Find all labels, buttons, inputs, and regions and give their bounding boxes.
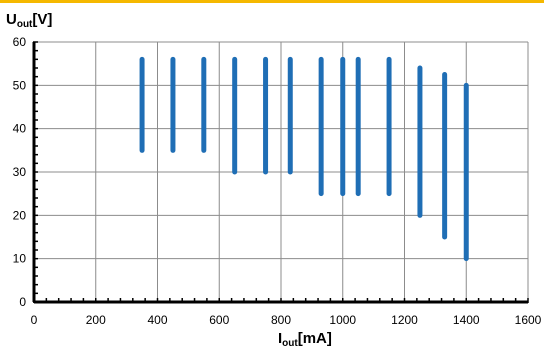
y-tick-label: 10 (13, 252, 27, 266)
x-tick-label: 400 (147, 313, 167, 327)
y-tick-label: 40 (13, 122, 27, 136)
x-tick-label: 1400 (453, 313, 480, 327)
x-tick-label: 1600 (515, 313, 542, 327)
y-tick-label: 0 (19, 295, 26, 309)
x-tick-label: 1200 (391, 313, 418, 327)
data-series (139, 56, 469, 262)
x-tick-label: 800 (271, 313, 291, 327)
y-axis-label: Uout[V] (6, 11, 53, 30)
y-tick-label: 60 (13, 35, 27, 49)
grid (34, 41, 529, 302)
tick-labels: 0 200 400 600 800 1000 1200 1400 1600 0 10 20 30 40 50… (13, 35, 542, 327)
y-tick-label: 20 (13, 208, 27, 222)
x-tick-label: 0 (31, 313, 38, 327)
x-tick-label: 600 (209, 313, 229, 327)
axes (32, 41, 529, 304)
y-tick-label: 30 (13, 165, 27, 179)
y-tick-label: 50 (13, 78, 27, 92)
x-axis-label: Iout[mA] (278, 330, 332, 349)
x-tick-label: 200 (86, 313, 106, 327)
header-accent-bar (0, 0, 544, 3)
x-tick-label: 1000 (329, 313, 356, 327)
